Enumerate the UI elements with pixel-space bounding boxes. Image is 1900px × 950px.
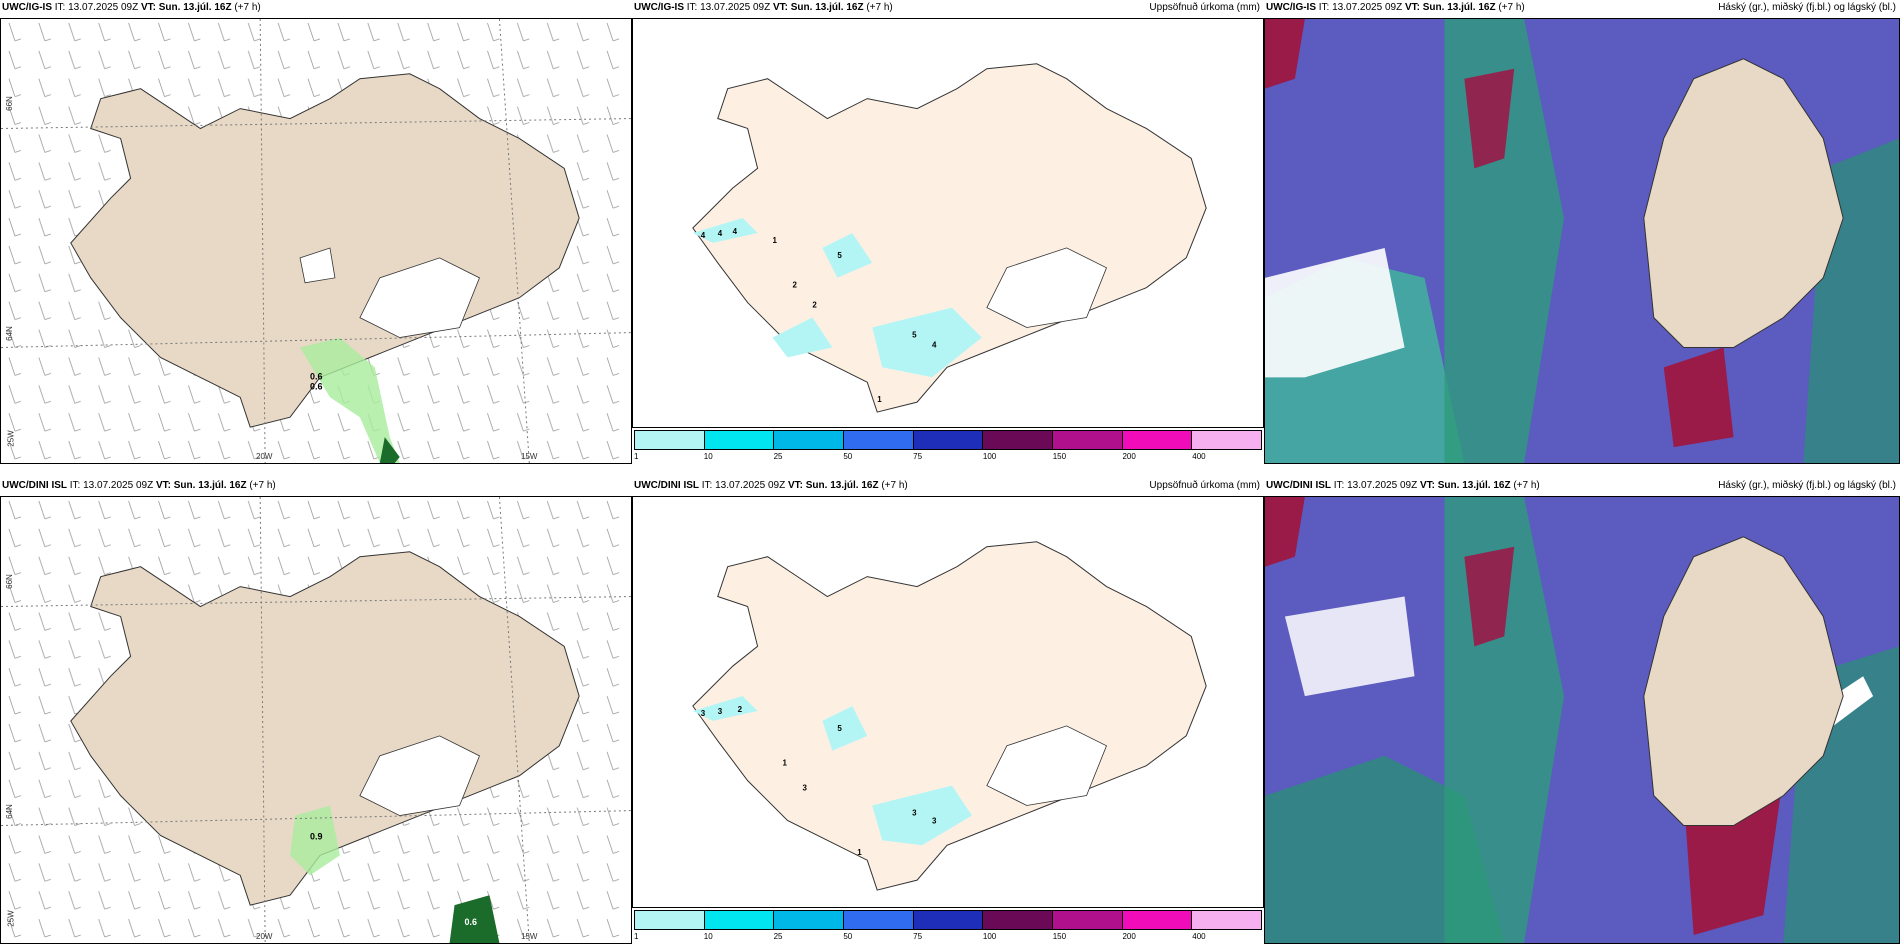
lon-label: 25W [6,430,16,447]
cloud-panel-row1: UWC/IG-IS IT: 13.07.2025 09Z VT: Sun. 13… [1264,0,1900,464]
svg-text:1: 1 [773,236,778,245]
lon-label: 20W [256,452,273,461]
panel-header: UWC/DINI ISL IT: 13.07.2025 09Z VT: Sun.… [634,480,908,491]
svg-text:3: 3 [718,707,723,716]
lon-label: 15W [521,932,538,941]
glacier [359,735,480,816]
legend-swatch [774,431,845,449]
svg-text:1: 1 [877,395,882,404]
legend-ticks: 1 10 25 50 75 100 150 200 400 [634,932,1206,941]
legend-swatch [1053,431,1123,449]
precip-legend [634,430,1262,450]
wind-value: 0.6 [310,381,322,391]
precip-title: Uppsöfnuð úrkoma (mm) [1149,480,1260,491]
legend-swatch [635,431,705,449]
legend-swatch [913,911,984,929]
lat-label: 64N [4,804,14,819]
lon-label: 20W [256,932,273,941]
wind-value: 0.6 [465,917,477,927]
wind-map[interactable]: 0.9 0.6 66N 64N 25W 20W 15W [0,496,632,944]
legend-swatch [1053,911,1123,929]
svg-text:2: 2 [792,281,797,290]
legend-swatch [913,431,984,449]
svg-text:4: 4 [718,229,723,238]
iceland-landmass [1643,536,1844,827]
cloud-map[interactable] [1264,18,1900,464]
legend-swatch [844,431,914,449]
iceland-landmass [1643,58,1844,349]
precip-patch [290,805,340,876]
precip-patch [822,705,868,751]
lon-label: 15W [521,452,538,461]
iceland-landmass [70,551,580,906]
svg-text:1: 1 [857,848,862,857]
svg-text:1: 1 [783,759,788,768]
wind-value: 0.9 [310,831,322,841]
svg-text:5: 5 [912,330,917,339]
panel-header: UWC/IG-IS IT: 13.07.2025 09Z VT: Sun. 13… [1266,2,1525,13]
legend-swatch [983,911,1054,929]
svg-text:5: 5 [837,251,842,260]
svg-text:2: 2 [738,705,743,714]
cloud-map[interactable] [1264,496,1900,944]
legend-swatch [704,911,775,929]
iceland-landmass [692,541,1207,891]
precip-map[interactable]: 4 4 4 1 5 2 2 5 4 1 [632,18,1264,428]
precip-legend [634,910,1262,930]
svg-text:4: 4 [701,231,706,240]
glacier [986,725,1108,806]
legend-swatch [635,911,705,929]
cloud-panel-row2: UWC/DINI ISL IT: 13.07.2025 09Z VT: Sun.… [1264,478,1900,944]
precip-patch [692,218,758,243]
legend-swatch [774,911,845,929]
lat-label: 66N [4,96,14,111]
panel-header: UWC/IG-IS IT: 13.07.2025 09Z VT: Sun. 13… [2,2,261,13]
panel-header: UWC/DINI ISL IT: 13.07.2025 09Z VT: Sun.… [2,480,276,491]
precip-patch [822,232,873,278]
svg-text:4: 4 [932,340,937,349]
lat-label: 66N [4,574,14,589]
legend-swatch [1122,911,1193,929]
precip-map[interactable]: 3 3 2 5 1 3 3 3 1 [632,496,1264,908]
precip-panel-row1: UWC/IG-IS IT: 13.07.2025 09Z VT: Sun. 13… [632,0,1264,464]
lon-label: 25W [6,910,16,927]
wind-panel-row2: UWC/DINI ISL IT: 13.07.2025 09Z VT: Sun.… [0,478,632,944]
svg-text:3: 3 [701,709,706,718]
precip-patch [692,696,758,721]
precip-title: Uppsöfnuð úrkoma (mm) [1149,2,1260,13]
precip-panel-row2: UWC/DINI ISL IT: 13.07.2025 09Z VT: Sun.… [632,478,1264,944]
cloud-title: Háský (gr.), miðský (fj.bl.) og lágský (… [1718,2,1896,13]
wind-value: 0.6 [310,371,322,381]
panel-header: UWC/IG-IS IT: 13.07.2025 09Z VT: Sun. 13… [634,2,893,13]
legend-swatch [704,431,775,449]
svg-text:3: 3 [802,784,807,793]
glacier [299,247,336,284]
legend-swatch [1192,911,1262,929]
legend-ticks: 1 10 25 50 75 100 150 200 400 [634,452,1206,461]
precip-patch [300,337,400,463]
precip-patch [772,317,833,358]
svg-text:3: 3 [912,808,917,817]
svg-text:3: 3 [932,816,937,825]
svg-text:5: 5 [837,724,842,733]
precip-patch [872,307,982,378]
cloud-title: Háský (gr.), miðský (fj.bl.) og lágský (… [1718,480,1896,491]
glacier [359,257,480,338]
legend-swatch [1122,431,1193,449]
wind-map[interactable]: 0.6 0.6 66N 64N 25W 20W 15W [0,18,632,464]
svg-text:4: 4 [733,227,738,236]
wind-panel-row1: UWC/IG-IS IT: 13.07.2025 09Z VT: Sun. 13… [0,0,632,464]
iceland-landmass [692,63,1207,413]
precip-patch [449,895,500,943]
legend-swatch [844,911,914,929]
lat-label: 64N [4,326,14,341]
svg-text:2: 2 [812,301,817,310]
legend-swatch [983,431,1054,449]
precip-patch [872,785,972,846]
panel-header: UWC/DINI ISL IT: 13.07.2025 09Z VT: Sun.… [1266,480,1540,491]
legend-swatch [1192,431,1262,449]
glacier [986,247,1108,328]
